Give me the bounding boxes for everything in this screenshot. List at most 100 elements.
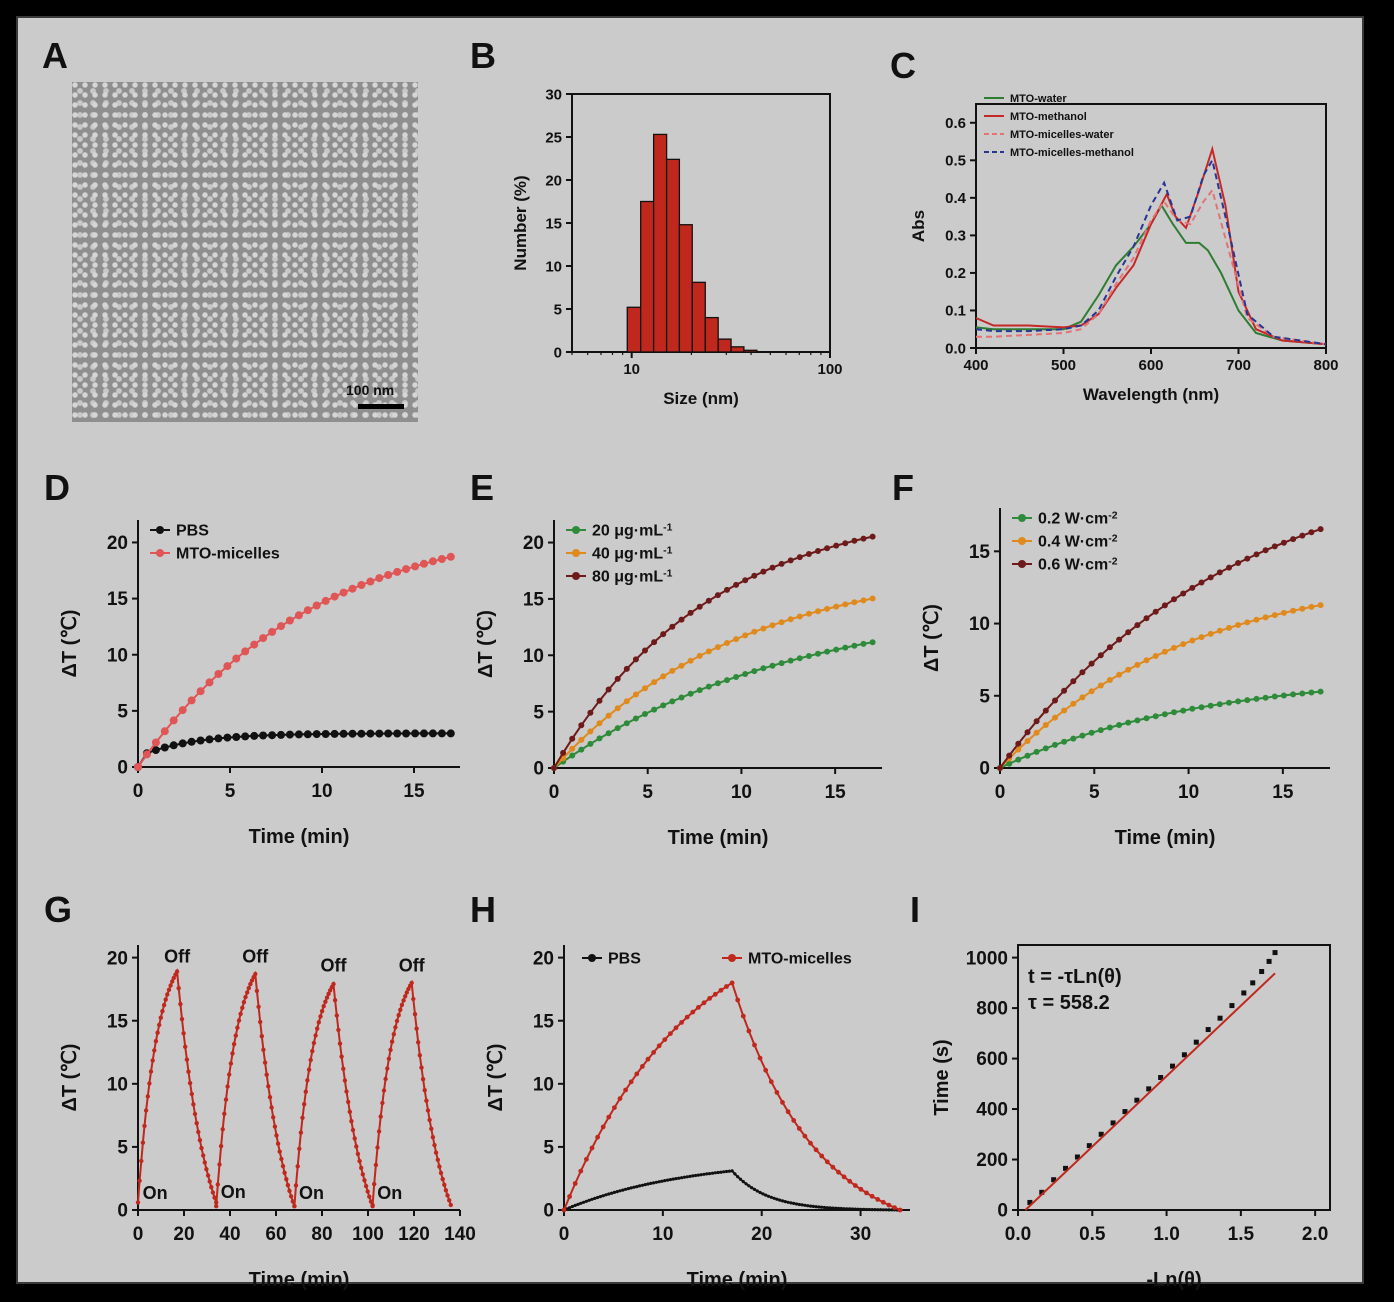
data-point bbox=[394, 1018, 400, 1024]
data-point bbox=[758, 1190, 762, 1195]
x-axis-label: Time (min) bbox=[249, 1269, 350, 1291]
data-point bbox=[796, 1126, 802, 1131]
data-point bbox=[629, 1186, 633, 1190]
data-point bbox=[587, 1198, 591, 1202]
data-point bbox=[214, 1200, 219, 1205]
legend-entry-marker bbox=[572, 526, 580, 534]
data-point bbox=[321, 1004, 326, 1009]
data-point bbox=[259, 634, 268, 643]
legend-entry-label: PBS bbox=[176, 523, 209, 540]
data-point bbox=[435, 1157, 440, 1163]
data-point bbox=[1152, 713, 1159, 720]
data-point bbox=[310, 1048, 315, 1054]
data-point bbox=[148, 1069, 154, 1074]
data-point bbox=[272, 1124, 278, 1129]
x-tick-label: 500 bbox=[1051, 357, 1076, 374]
data-point bbox=[433, 1150, 439, 1155]
data-point bbox=[841, 1174, 847, 1180]
data-point bbox=[890, 1208, 894, 1212]
data-point bbox=[1271, 693, 1278, 700]
data-point bbox=[1226, 624, 1232, 631]
y-tick-label: 0 bbox=[117, 758, 128, 779]
data-point bbox=[587, 709, 594, 716]
data-point bbox=[696, 652, 703, 659]
data-point bbox=[669, 667, 676, 674]
data-point bbox=[738, 1177, 743, 1181]
data-point bbox=[643, 1183, 647, 1187]
series-line bbox=[999, 690, 1321, 769]
data-point bbox=[179, 1016, 185, 1022]
data-point bbox=[165, 992, 170, 997]
data-point bbox=[357, 729, 366, 738]
data-point bbox=[1052, 697, 1058, 704]
data-point bbox=[1006, 752, 1013, 759]
data-point bbox=[824, 648, 831, 655]
data-point bbox=[791, 1118, 797, 1123]
data-point bbox=[688, 1174, 692, 1178]
data-point bbox=[820, 1205, 824, 1209]
y-tick-label: 5 bbox=[117, 702, 128, 723]
data-point bbox=[143, 1108, 149, 1113]
y-axis-label: ΔT (℃) bbox=[59, 1044, 81, 1112]
data-point bbox=[445, 1193, 450, 1198]
data-point bbox=[277, 1149, 282, 1154]
data-point bbox=[651, 1050, 656, 1055]
data-point bbox=[833, 542, 840, 549]
data-point bbox=[822, 1205, 827, 1210]
data-point bbox=[1290, 691, 1297, 698]
legend-entry-label: 0.2 W·cm-2 bbox=[1038, 510, 1118, 528]
data-point bbox=[1217, 1015, 1223, 1021]
data-point bbox=[1052, 714, 1058, 721]
data-point bbox=[357, 1158, 362, 1164]
data-point bbox=[194, 1121, 199, 1126]
panel-letter-c: C bbox=[890, 45, 916, 86]
data-point bbox=[596, 735, 603, 742]
data-point bbox=[230, 1051, 235, 1056]
data-point bbox=[724, 677, 730, 684]
data-point bbox=[651, 706, 658, 713]
data-point bbox=[740, 1013, 746, 1019]
data-point bbox=[401, 998, 406, 1003]
y-tick-label: 10 bbox=[107, 645, 128, 666]
data-point bbox=[1180, 590, 1187, 597]
data-point bbox=[598, 1195, 603, 1199]
data-point bbox=[404, 990, 409, 995]
data-point bbox=[864, 1190, 869, 1196]
data-point bbox=[259, 1034, 264, 1039]
data-point bbox=[1207, 630, 1214, 637]
legend-entry-label: 0.4 W·cm-2 bbox=[1038, 533, 1118, 551]
data-point bbox=[354, 1144, 359, 1149]
y-tick-label: 0.5 bbox=[945, 153, 966, 170]
data-point bbox=[1207, 702, 1214, 709]
data-point bbox=[752, 1187, 757, 1191]
data-point bbox=[1161, 602, 1168, 609]
data-point bbox=[660, 631, 667, 638]
data-point bbox=[787, 616, 794, 623]
data-point bbox=[205, 678, 214, 687]
data-point bbox=[796, 613, 803, 620]
data-point bbox=[178, 706, 187, 715]
y-tick-label: 600 bbox=[976, 1049, 1008, 1070]
data-point bbox=[669, 698, 676, 705]
x-tick-label: 10 bbox=[623, 361, 640, 378]
data-point bbox=[651, 639, 658, 646]
data-point bbox=[1180, 707, 1187, 714]
data-point bbox=[417, 1053, 422, 1058]
data-point bbox=[1116, 722, 1123, 728]
plot-frame bbox=[1017, 944, 1331, 1211]
data-point bbox=[186, 1069, 191, 1074]
data-point bbox=[348, 729, 357, 738]
data-point bbox=[153, 1039, 159, 1044]
data-point bbox=[750, 1186, 754, 1190]
x-tick-label: 700 bbox=[1226, 357, 1251, 374]
data-point bbox=[447, 1198, 452, 1203]
data-point bbox=[380, 1100, 385, 1106]
data-point bbox=[668, 1031, 673, 1036]
data-point bbox=[357, 581, 366, 589]
data-point bbox=[1299, 605, 1306, 612]
data-point bbox=[760, 625, 767, 632]
data-point bbox=[604, 1193, 608, 1197]
data-point bbox=[805, 610, 812, 617]
data-point bbox=[778, 660, 785, 667]
data-point bbox=[142, 1123, 147, 1129]
